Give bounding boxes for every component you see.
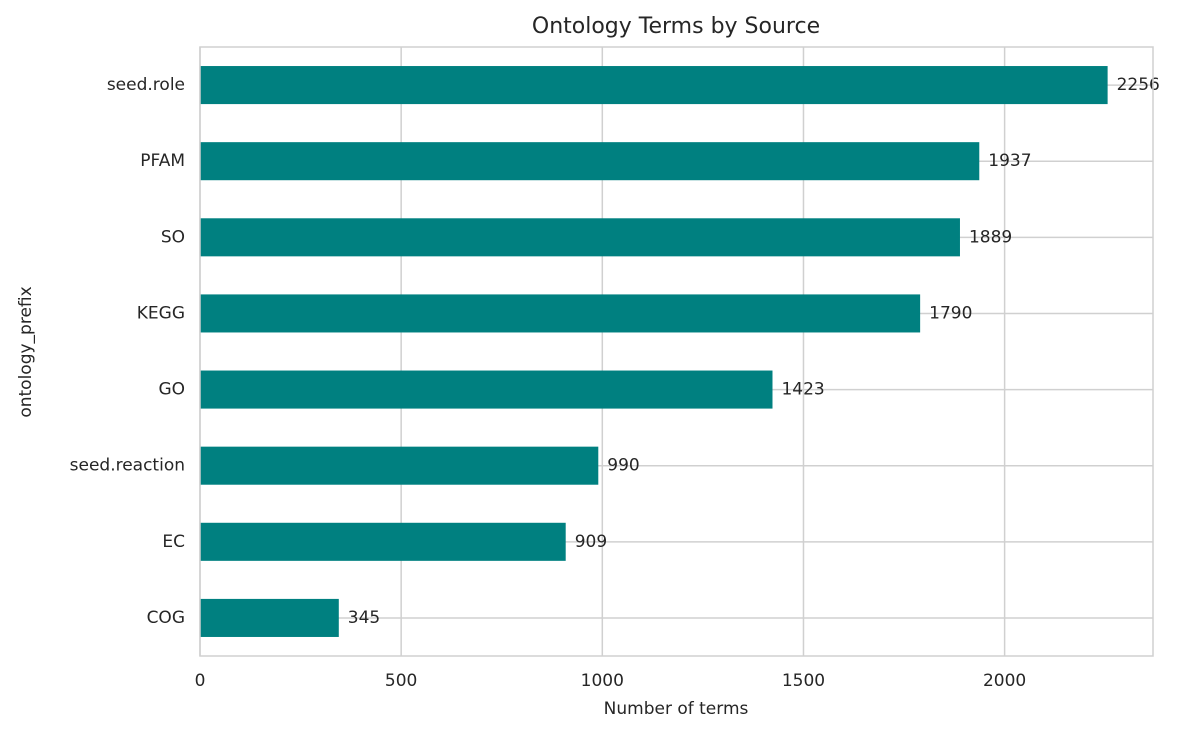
y-tick-label: GO bbox=[158, 380, 185, 400]
bar bbox=[200, 218, 960, 257]
bar bbox=[200, 142, 980, 181]
x-axis-label: Number of terms bbox=[604, 699, 749, 719]
plot-frame bbox=[199, 46, 1154, 657]
value-label: 1889 bbox=[969, 227, 1012, 247]
y-tick-label: PFAM bbox=[140, 151, 185, 171]
bar bbox=[200, 294, 921, 333]
x-tick-label: 500 bbox=[385, 671, 417, 691]
y-tick-label: KEGG bbox=[137, 303, 185, 323]
value-label: 1790 bbox=[929, 303, 972, 323]
x-tick-label: 2000 bbox=[983, 671, 1026, 691]
bar bbox=[200, 446, 599, 485]
y-tick-label: SO bbox=[161, 227, 185, 247]
y-tick-label: COG bbox=[147, 608, 185, 628]
value-label: 1423 bbox=[781, 380, 824, 400]
bar bbox=[200, 598, 339, 637]
x-tick-label: 0 bbox=[195, 671, 206, 691]
y-tick-label: EC bbox=[162, 532, 185, 552]
value-label: 990 bbox=[607, 456, 639, 476]
bar bbox=[200, 522, 566, 561]
x-tick-label: 1500 bbox=[782, 671, 825, 691]
y-tick-label: seed.reaction bbox=[70, 456, 185, 476]
value-label: 345 bbox=[348, 608, 380, 628]
bar bbox=[200, 370, 773, 409]
y-axis-label: ontology_prefix bbox=[16, 286, 36, 417]
value-label: 1937 bbox=[988, 151, 1031, 171]
value-label: 909 bbox=[575, 532, 607, 552]
value-label: 2256 bbox=[1117, 75, 1160, 95]
y-tick-label: seed.role bbox=[107, 75, 185, 95]
chart-title: Ontology Terms by Source bbox=[532, 14, 820, 39]
x-tick-label: 1000 bbox=[581, 671, 624, 691]
bar bbox=[200, 66, 1108, 105]
